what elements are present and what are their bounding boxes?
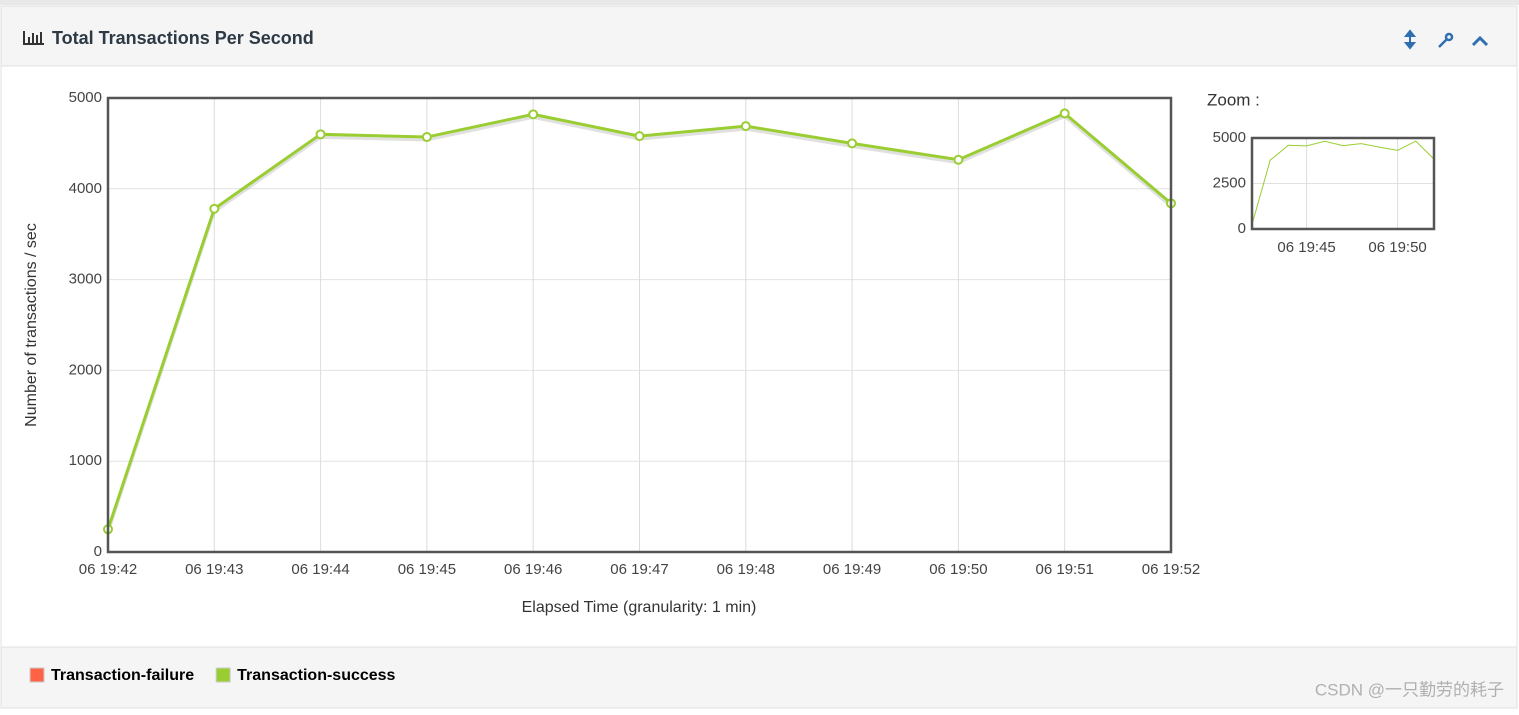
y-tick-label: 3000: [69, 271, 102, 288]
x-tick-label: 06 19:51: [1036, 561, 1094, 578]
y-tick-label: 4000: [69, 180, 102, 197]
panel-header: [0, 5, 1518, 67]
plot-frame: [106, 96, 1173, 554]
data-point: [740, 121, 751, 132]
collapse-button[interactable]: [1471, 35, 1489, 47]
chart-icon: [23, 31, 44, 45]
plot-frame: [1250, 136, 1436, 231]
data-point: [315, 129, 326, 140]
x-tick-label: 06 19:49: [823, 561, 881, 578]
legend-label: Transaction-success: [237, 667, 395, 684]
data-point: [634, 131, 645, 142]
x-tick-label: 06 19:42: [79, 561, 137, 578]
legend-swatch: [29, 667, 45, 683]
y-tick-label: 5000: [69, 89, 102, 106]
top-border: [0, 0, 1519, 5]
resize-button[interactable]: [1403, 29, 1417, 50]
x-tick-label: 06 19:50: [929, 561, 987, 578]
x-axis-label: Elapsed Time (granularity: 1 min): [522, 599, 757, 616]
legend-swatch: [215, 667, 231, 683]
x-tick-label: 06 19:43: [185, 561, 243, 578]
zoom-title: Zoom :: [1207, 90, 1260, 109]
y-tick-label: 2000: [69, 361, 102, 378]
watermark: CSDN @一只勤劳的耗子: [1315, 680, 1504, 699]
panel-title: Total Transactions Per Second: [52, 28, 314, 48]
x-tick-label: 06 19:48: [717, 561, 775, 578]
x-tick-label: 06 19:45: [398, 561, 456, 578]
data-point: [1059, 108, 1070, 119]
y-axis-label: Number of transactions / sec: [23, 223, 40, 427]
panel-body: [0, 65, 1518, 648]
y-tick-label: 0: [94, 543, 102, 560]
x-tick-label: 06 19:46: [504, 561, 562, 578]
data-point: [953, 154, 964, 165]
x-tick-label: 06 19:44: [291, 561, 349, 578]
series-line: [1251, 140, 1435, 225]
legend-label: Transaction-failure: [51, 667, 194, 684]
y-tick-label: 0: [1238, 220, 1246, 237]
panel-footer: [0, 646, 1518, 709]
data-point: [421, 132, 432, 143]
x-tick-label: 06 19:50: [1368, 239, 1426, 256]
x-tick-label: 06 19:45: [1277, 239, 1335, 256]
x-tick-label: 06 19:47: [610, 561, 668, 578]
data-point: [209, 203, 220, 214]
data-point: [528, 109, 539, 120]
x-tick-label: 06 19:52: [1142, 561, 1200, 578]
y-tick-label: 2500: [1213, 174, 1246, 191]
data-point: [847, 138, 858, 149]
settings-button[interactable]: [1438, 32, 1454, 48]
y-tick-label: 5000: [1213, 129, 1246, 146]
y-tick-label: 1000: [69, 452, 102, 469]
